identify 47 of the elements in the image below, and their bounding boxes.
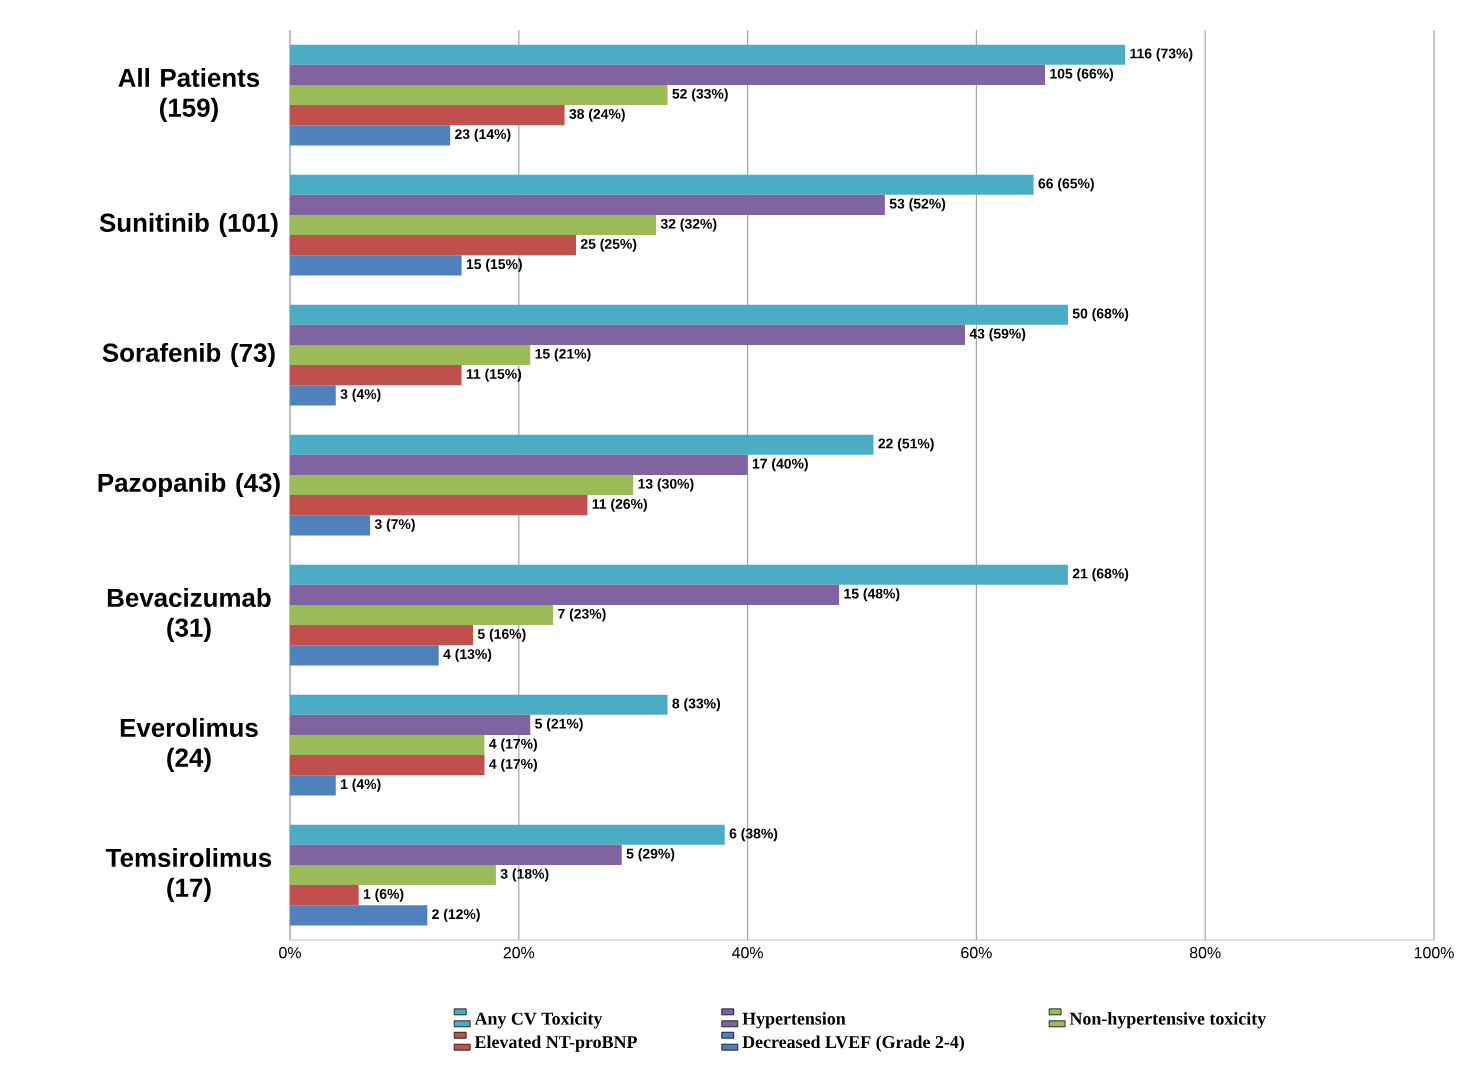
bar (290, 214, 657, 236)
bar (290, 64, 1046, 85)
bar (290, 255, 462, 276)
bar (290, 385, 336, 406)
bar (290, 734, 485, 756)
bar (290, 125, 451, 146)
bar (290, 694, 668, 715)
bar (290, 324, 965, 345)
bar (290, 365, 462, 386)
bar (290, 755, 485, 776)
bar (290, 495, 588, 516)
bar (290, 905, 428, 926)
legend-label: Non-hypertensive toxicity (1069, 1012, 1267, 1029)
bar (290, 105, 565, 126)
bar (290, 84, 668, 106)
y-tick-label: Everolimus (24) (120, 717, 258, 773)
bar (290, 344, 531, 366)
bar (290, 174, 1034, 195)
y-tick-label: All Patients (159) (118, 67, 260, 123)
bar (290, 584, 840, 605)
bar (290, 625, 474, 646)
legend-label: Decreased LVEF (Grade 2-4) (742, 1035, 964, 1052)
bar (290, 474, 634, 496)
bar (290, 434, 874, 455)
y-tick-label: Bevacizumab (31) (107, 587, 271, 643)
bar (290, 304, 1068, 325)
bar (290, 235, 576, 256)
bar (290, 515, 371, 536)
bar (290, 604, 554, 626)
bar (290, 194, 885, 215)
bar (290, 564, 1068, 585)
y-tick-label: Sunitinib (101) (99, 212, 278, 238)
bar (290, 714, 531, 735)
legend-label: Elevated NT-proBNP (474, 1035, 637, 1052)
bar (290, 645, 439, 666)
bar (290, 844, 622, 865)
legend-label: Any CV Toxicity (474, 1012, 603, 1029)
legend-label: Hypertension (742, 1012, 846, 1029)
bar (290, 864, 496, 886)
bar (290, 824, 725, 845)
bar (290, 775, 336, 796)
bar (290, 454, 748, 475)
bar (290, 44, 1126, 65)
y-tick-label: Temsirolimus (17) (105, 847, 272, 903)
y-tick-label: Sorafenib (73) (102, 342, 275, 368)
y-tick-label: Pazopanib (43) (98, 472, 280, 498)
bar (290, 885, 359, 906)
